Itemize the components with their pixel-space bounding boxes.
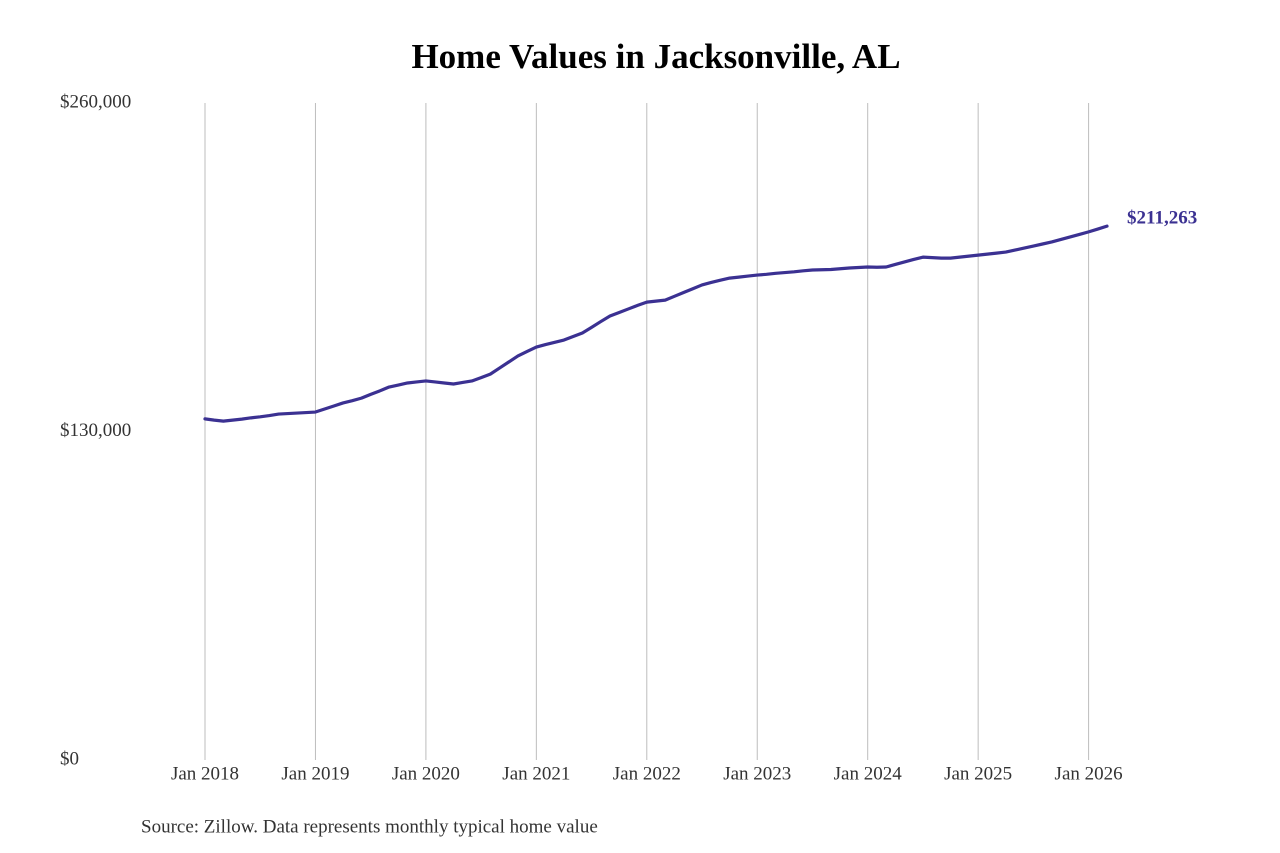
source-note: Source: Zillow. Data represents monthly …: [141, 816, 598, 837]
x-tick-label: Jan 2020: [392, 763, 460, 784]
x-tick-label: Jan 2024: [834, 763, 903, 784]
data-label: $211,263: [1127, 208, 1197, 229]
x-tick-label: Jan 2018: [171, 763, 239, 784]
x-tick-label: Jan 2021: [502, 763, 570, 784]
line: [203, 224, 1109, 423]
chart-title: Home Values in Jacksonville, AL: [411, 37, 900, 76]
y-tick-label: $0: [60, 748, 79, 769]
y-tick-label: $260,000: [60, 91, 131, 112]
x-tick-label: Jan 2025: [944, 763, 1012, 784]
x-tick-label: Jan 2019: [281, 763, 349, 784]
y-tick-label: $130,000: [60, 420, 131, 441]
x-tick-label: Jan 2026: [1055, 763, 1123, 784]
x-tick-label: Jan 2023: [723, 763, 791, 784]
x-tick-label: Jan 2022: [613, 763, 681, 784]
